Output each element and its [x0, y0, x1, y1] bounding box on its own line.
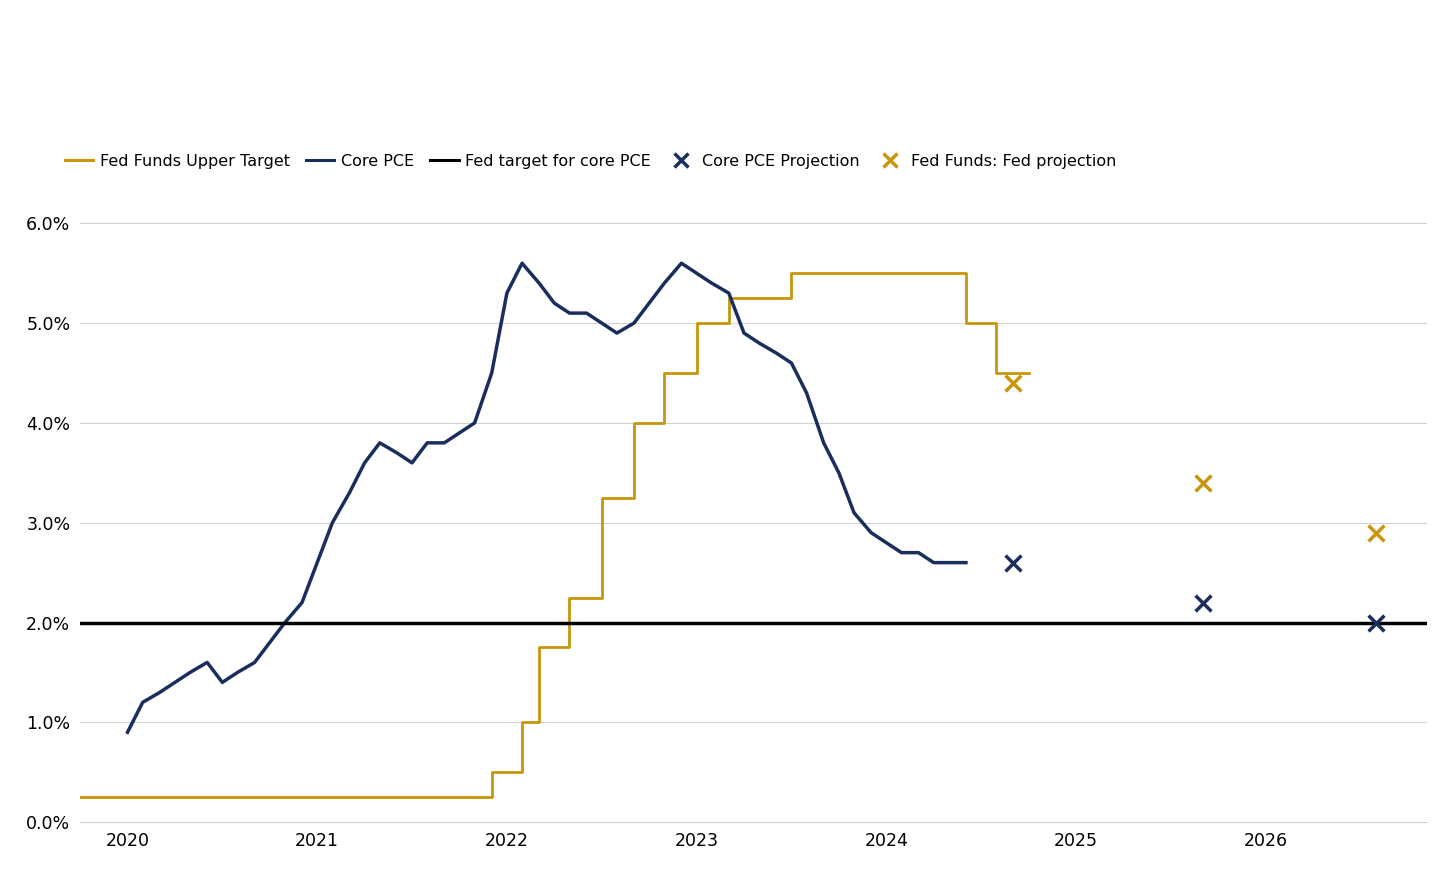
Point	[1002, 555, 1025, 569]
Point	[1364, 615, 1388, 629]
Text: Moderating inflation and cooling labor market make a strong case for: Moderating inflation and cooling labor m…	[15, 38, 1053, 65]
Point	[1191, 476, 1214, 490]
Point	[1002, 376, 1025, 390]
Point	[1191, 596, 1214, 610]
Point	[1364, 526, 1388, 540]
Text: policy normalization: policy normalization	[15, 93, 317, 119]
Legend: Fed Funds Upper Target, Core PCE, Fed target for core PCE, Core PCE Projection, : Fed Funds Upper Target, Core PCE, Fed ta…	[58, 148, 1123, 175]
